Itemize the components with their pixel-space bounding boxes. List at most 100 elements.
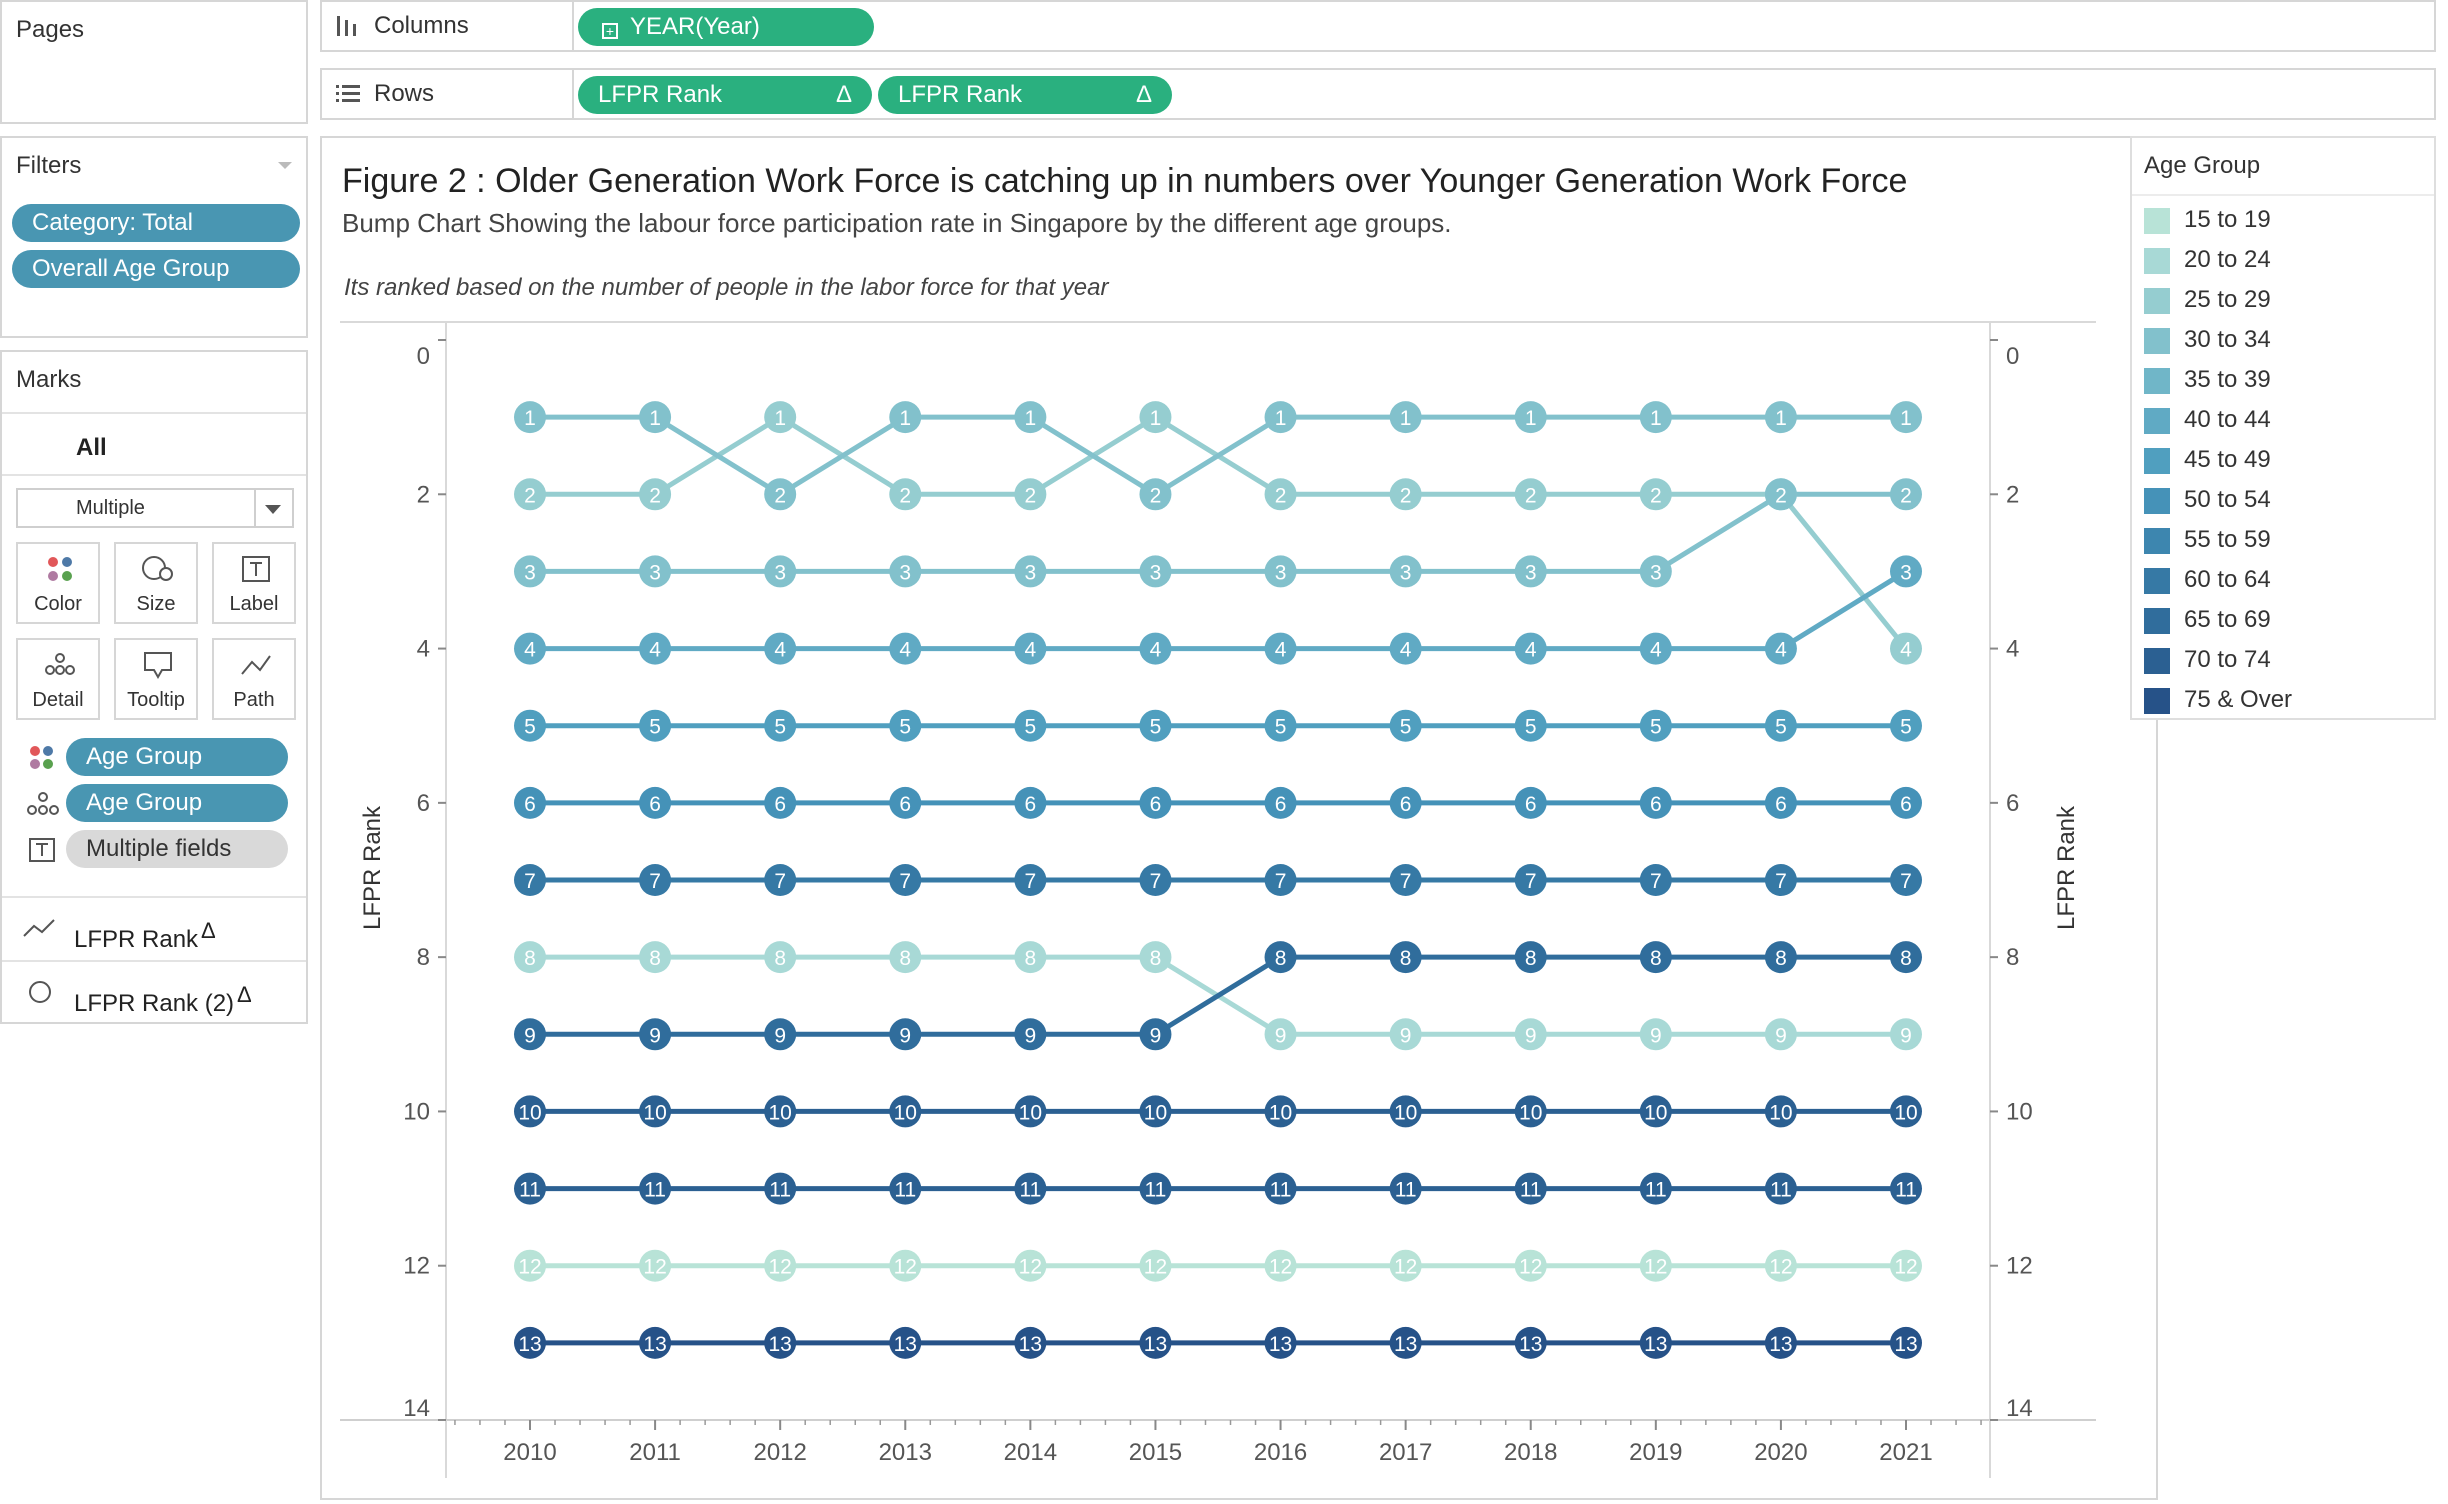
legend-swatch [2144,568,2170,594]
legend-label: 25 to 29 [2184,286,2271,313]
rows-pill-label: LFPR Rank [598,81,723,108]
worksheet-note: Its ranked based on the number of people… [344,274,1109,301]
legend-swatch [2144,488,2170,514]
legend-swatch [2144,248,2170,274]
rows-icon [336,85,360,102]
legend-swatch [2144,608,2170,634]
label-icon [29,838,55,862]
marks-tab-all[interactable]: All [76,434,107,461]
legend-title-divider [2132,194,2434,196]
legend-label: 40 to 44 [2184,406,2271,433]
chevron-down-icon [265,505,281,514]
legend-swatch [2144,648,2170,674]
rows-pill-lfpr-rank-2[interactable]: LFPR Rank Δ [878,76,1172,114]
detail-button-label: Detail [32,689,84,711]
legend-label: 70 to 74 [2184,646,2271,673]
label-button[interactable]: Label [212,542,296,624]
line-icon [23,919,55,937]
detail-button[interactable]: Detail [16,638,100,720]
rows-label: Rows [374,80,435,107]
pages-card[interactable]: Pages [0,0,308,124]
tooltip-button-label: Tooltip [127,689,185,711]
worksheet-subtitle: Bump Chart Showing the labour force part… [342,208,1452,238]
size-icon [142,556,173,581]
marks-measure-divider-2 [2,960,306,962]
legend-label: 50 to 54 [2184,486,2271,513]
rows-pill-label: LFPR Rank [898,81,1023,108]
rows-pill-lfpr-rank-1[interactable]: LFPR Rank Δ [578,76,872,114]
dropdown-divider [254,490,256,526]
delta-icon: Δ [835,81,852,108]
color-button[interactable]: Color [16,542,100,624]
columns-pill-year[interactable]: + YEAR(Year) [578,8,874,46]
legend-swatch [2144,408,2170,434]
legend-label: 15 to 19 [2184,206,2271,233]
pages-title: Pages [16,16,85,43]
label-icon [242,556,270,582]
color-dots-icon [48,557,72,581]
marks-field-pill-label[interactable]: Multiple fields [66,830,288,868]
tooltip-icon [144,652,172,680]
expand-plus-icon: + [602,23,618,39]
delta-icon: Δ [201,918,216,943]
measure-label: LFPR Rank [74,926,199,953]
rows-divider [572,70,574,118]
tooltip-button[interactable]: Tooltip [114,638,198,720]
legend-label: 35 to 39 [2184,366,2271,393]
legend-label: 60 to 64 [2184,566,2271,593]
columns-label: Columns [374,12,469,39]
path-button[interactable]: Path [212,638,296,720]
legend-swatch [2144,328,2170,354]
measure-label: LFPR Rank (2) [74,990,235,1017]
path-button-label: Path [233,689,275,711]
legend-label: 65 to 69 [2184,606,2271,633]
rows-shelf[interactable]: Rows LFPR Rank Δ LFPR Rank Δ [320,68,2436,120]
worksheet-title: Figure 2 : Older Generation Work Force i… [342,162,1908,200]
size-button-label: Size [136,593,176,615]
marks-field-pill-detail[interactable]: Age Group [66,784,288,822]
label-button-label: Label [229,593,279,615]
mark-type-value: Multiple [76,497,145,519]
circle-icon [29,981,51,1003]
detail-dots-icon [27,792,59,815]
legend-swatch [2144,448,2170,474]
color-dots-icon [30,746,53,769]
filter-pill-category[interactable]: Category: Total [12,204,300,242]
filters-title: Filters [16,152,82,179]
legend-title: Age Group [2144,152,2261,179]
legend-swatch [2144,368,2170,394]
filters-menu-icon[interactable] [278,162,292,169]
marks-title-divider [2,412,306,414]
age-group-legend: Age Group 15 to 19 20 to 24 25 to 29 30 to … [2130,136,2436,720]
path-icon [241,655,271,675]
marks-field-pill-color[interactable]: Age Group [66,738,288,776]
worksheet-view: Figure 2 : Older Generation Work Force i… [320,136,2158,1500]
marks-title: Marks [16,366,82,393]
marks-measure-lfpr-rank-2[interactable]: LFPR Rank (2) Δ [74,982,252,1018]
marks-tab-divider [2,474,306,476]
columns-icon [337,16,356,36]
legend-swatch [2144,528,2170,554]
legend-swatch [2144,688,2170,714]
filter-pill-overall-age-group[interactable]: Overall Age Group [12,250,300,288]
legend-swatch [2144,288,2170,314]
legend-swatch [2144,208,2170,234]
size-button[interactable]: Size [114,542,198,624]
legend-label: 30 to 34 [2184,326,2271,353]
columns-pill-label: YEAR(Year) [630,13,760,40]
columns-shelf[interactable]: Columns + YEAR(Year) [320,0,2436,52]
color-button-label: Color [34,593,82,615]
delta-icon: Δ [1135,81,1152,108]
legend-label: 75 & Over [2184,686,2293,713]
delta-icon: Δ [237,982,252,1007]
marks-card: Marks All Multiple Color Size Label [0,350,308,1024]
marks-measure-divider [2,896,306,898]
legend-label: 20 to 24 [2184,246,2271,273]
mark-type-dropdown[interactable]: Multiple [16,488,294,528]
filters-card: Filters Category: Total Overall Age Grou… [0,136,308,338]
legend-label: 45 to 49 [2184,446,2271,473]
detail-dots-icon [45,653,75,675]
legend-label: 55 to 59 [2184,526,2271,553]
columns-divider [572,2,574,50]
marks-measure-lfpr-rank[interactable]: LFPR Rank Δ [74,918,216,954]
